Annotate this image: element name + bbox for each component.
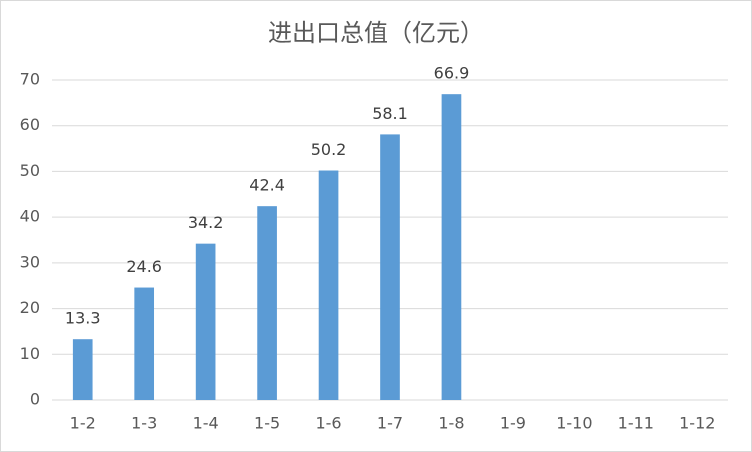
y-tick-label: 60 [20, 115, 40, 134]
y-tick-label: 40 [20, 207, 40, 226]
x-tick-label: 1-7 [377, 414, 403, 433]
x-tick-label: 1-3 [131, 414, 157, 433]
y-tick-label: 20 [20, 298, 40, 317]
bar [380, 134, 400, 400]
data-label: 24.6 [126, 257, 162, 276]
bar [257, 206, 277, 400]
x-tick-label: 1-10 [556, 414, 592, 433]
x-tick-label: 1-5 [254, 414, 280, 433]
x-tick-label: 1-8 [438, 414, 464, 433]
data-label: 34.2 [188, 213, 224, 232]
data-label: 42.4 [249, 176, 285, 195]
y-tick-label: 70 [20, 70, 40, 89]
y-tick-label: 50 [20, 161, 40, 180]
bar [195, 243, 216, 400]
y-tick-label: 30 [20, 252, 40, 271]
bar [134, 287, 155, 400]
x-tick-label: 1-9 [500, 414, 526, 433]
data-label: 50.2 [311, 140, 347, 159]
y-tick-label: 0 [30, 390, 40, 409]
bar [441, 94, 462, 401]
x-tick-label: 1-2 [70, 414, 96, 433]
data-label: 13.3 [65, 309, 101, 328]
chart-title: 进出口总值（亿元） [268, 19, 484, 47]
x-tick-label: 1-4 [193, 414, 219, 433]
y-tick-label: 10 [20, 344, 40, 363]
bar [318, 170, 339, 400]
bar [72, 339, 93, 400]
x-tick-label: 1-12 [679, 414, 715, 433]
x-tick-label: 1-11 [618, 414, 654, 433]
data-label: 58.1 [372, 104, 408, 123]
data-label: 66.9 [434, 64, 470, 83]
x-tick-label: 1-6 [315, 414, 341, 433]
